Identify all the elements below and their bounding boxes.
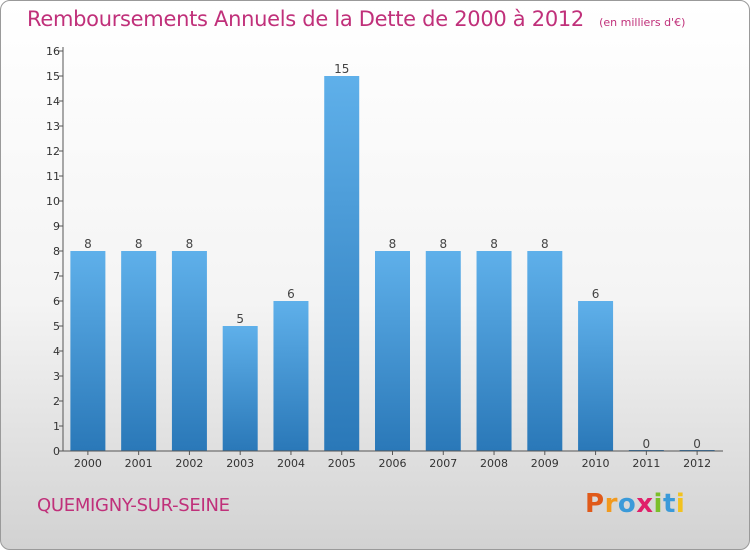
bar-2006 bbox=[375, 251, 410, 451]
commune-name: QUEMIGNY-SUR-SEINE bbox=[37, 495, 230, 516]
y-tick-label: 4 bbox=[53, 345, 60, 358]
x-tick-label-2011: 2011 bbox=[632, 457, 660, 470]
x-tick-label-2001: 2001 bbox=[125, 457, 153, 470]
bar-2000 bbox=[70, 251, 106, 451]
y-tick-label: 16 bbox=[46, 45, 60, 58]
bar-2003 bbox=[222, 326, 258, 451]
y-tick-label: 7 bbox=[53, 270, 60, 283]
data-label-2003: 5 bbox=[236, 312, 244, 326]
bar-2009 bbox=[527, 251, 563, 451]
x-tick-label-2003: 2003 bbox=[226, 457, 254, 470]
logo-letter: x bbox=[636, 489, 654, 519]
data-label-2005: 15 bbox=[334, 62, 349, 76]
proxiti-logo: Proxiti bbox=[585, 489, 685, 519]
bar-2004 bbox=[273, 301, 309, 451]
data-label-2010: 6 bbox=[592, 287, 600, 301]
x-axis: 2000 2001 2002 2003 2004 2005 2006 2007 2008 2009… bbox=[63, 450, 723, 470]
bar-2001 bbox=[121, 251, 157, 451]
y-tick-label: 13 bbox=[46, 120, 60, 133]
logo-letter: o bbox=[617, 489, 637, 519]
logo-letter: r bbox=[604, 489, 618, 519]
x-tick-label-2009: 2009 bbox=[531, 457, 559, 470]
y-tick-label: 9 bbox=[53, 220, 60, 233]
y-tick-label: 14 bbox=[46, 95, 60, 108]
chart-subtitle: (en milliers d'€) bbox=[599, 16, 686, 29]
chart-title: Remboursements Annuels de la Dette de 20… bbox=[27, 7, 584, 31]
data-label-2009: 8 bbox=[541, 237, 549, 251]
y-tick-label: 15 bbox=[46, 70, 60, 83]
y-tick-label: 11 bbox=[46, 170, 60, 183]
x-tick-label-2004: 2004 bbox=[277, 457, 305, 470]
logo-letter: i bbox=[653, 489, 663, 519]
y-tick-label: 8 bbox=[53, 245, 60, 258]
x-tick-label-2010: 2010 bbox=[582, 457, 610, 470]
data-label-2002: 8 bbox=[186, 237, 194, 251]
y-tick-label: 10 bbox=[46, 195, 60, 208]
logo-letter: i bbox=[675, 489, 686, 519]
data-label-2011: 0 bbox=[643, 437, 651, 451]
x-tick-label-2012: 2012 bbox=[683, 457, 711, 470]
y-tick-label: 1 bbox=[53, 420, 60, 433]
y-tick-label: 12 bbox=[46, 145, 60, 158]
y-tick-label: 2 bbox=[53, 395, 60, 408]
x-tick-label-2002: 2002 bbox=[175, 457, 203, 470]
y-tick-label: 0 bbox=[53, 445, 60, 458]
y-tick-label: 5 bbox=[53, 320, 60, 333]
data-label-2007: 8 bbox=[439, 237, 447, 251]
x-tick-label-2008: 2008 bbox=[480, 457, 508, 470]
data-label-2001: 8 bbox=[135, 237, 143, 251]
x-tick-label-2006: 2006 bbox=[379, 457, 407, 470]
logo-letter: P bbox=[585, 489, 605, 519]
y-tick-label: 3 bbox=[53, 370, 60, 383]
y-tick-label: 6 bbox=[53, 295, 60, 308]
x-tick-label-2005: 2005 bbox=[328, 457, 356, 470]
bar-2010 bbox=[578, 301, 614, 451]
data-label-2006: 8 bbox=[389, 237, 397, 251]
logo-letter: t bbox=[662, 489, 676, 519]
bar-2008 bbox=[476, 251, 512, 451]
x-tick-label-2000: 2000 bbox=[74, 457, 102, 470]
bars: 8 8 8 5 6 15 8 8 8 8 6 0 0 bbox=[70, 62, 715, 451]
bar-2005 bbox=[324, 76, 360, 451]
bar-2007 bbox=[425, 251, 461, 451]
data-label-2004: 6 bbox=[287, 287, 295, 301]
data-label-2008: 8 bbox=[490, 237, 498, 251]
bar-2002 bbox=[171, 251, 207, 451]
title-row: Remboursements Annuels de la Dette de 20… bbox=[27, 7, 685, 31]
data-label-2000: 8 bbox=[84, 237, 92, 251]
data-label-2012: 0 bbox=[693, 437, 701, 451]
x-tick-label-2007: 2007 bbox=[429, 457, 457, 470]
